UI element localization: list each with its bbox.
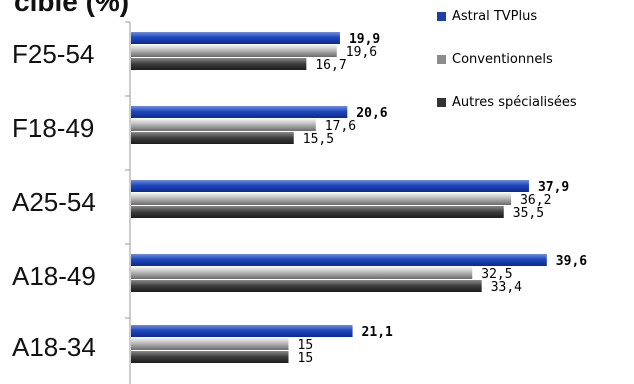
bar-A18-49-series-0 [131,254,547,266]
data-label-F18-49-series-0: 20,6 [356,106,387,121]
category-label-F25-54: F25-54 [12,39,94,69]
category-label-A18-34: A18-34 [12,332,96,362]
data-label-A18-49-series-0: 39,6 [556,254,587,269]
bar-F18-49-series-0 [131,106,348,118]
data-label-A18-49-series-1: 32,5 [481,267,512,282]
legend-item-autres: Autres spécialisées [437,94,577,110]
category-label-A18-49: A18-49 [12,261,96,291]
bar-A18-34-series-1 [131,338,289,350]
data-label-F25-54-series-0: 19,9 [349,32,380,47]
data-label-A25-54-series-0: 37,9 [538,180,569,195]
data-label-A18-34-series-0: 21,1 [362,325,393,340]
category-label-F18-49: F18-49 [12,113,94,143]
bar-A25-54-series-1 [131,193,512,205]
chart-title: cible (%) [14,0,130,17]
data-label-F25-54-series-2: 16,7 [315,58,346,73]
bar-F18-49-series-2 [131,132,294,144]
bar-F25-54-series-2 [131,58,307,70]
legend-swatch-autres [437,97,446,107]
legend-label-conventionnels: Conventionnels [452,51,553,67]
bar-A18-34-series-0 [131,325,353,337]
bar-F18-49-series-1 [131,119,316,131]
data-label-A18-34-series-1: 15 [298,338,314,353]
legend-label-autres: Autres spécialisées [452,94,577,110]
bar-A25-54-series-2 [131,206,504,218]
bar-A25-54-series-0 [131,180,529,192]
legend-swatch-conventionnels [437,54,446,64]
data-label-A25-54-series-2: 35,5 [513,206,544,221]
legend-label-astral: Astral TVPlus [452,8,538,24]
category-label-A25-54: A25-54 [12,187,96,217]
bar-A18-34-series-2 [131,351,289,363]
data-label-F18-49-series-2: 15,5 [303,132,334,147]
data-label-F18-49-series-1: 17,6 [325,119,356,134]
bar-A18-49-series-1 [131,267,473,279]
legend-item-conventionnels: Conventionnels [437,51,553,67]
legend-swatch-astral [437,11,446,21]
bar-F25-54-series-1 [131,45,337,57]
bar-A18-49-series-2 [131,280,482,292]
bar-F25-54-series-0 [131,32,340,44]
data-label-A18-49-series-2: 33,4 [491,280,522,295]
data-label-A18-34-series-2: 15 [298,351,314,366]
data-label-F25-54-series-1: 19,6 [346,45,377,60]
legend-item-astral: Astral TVPlus [437,8,537,24]
data-label-A25-54-series-1: 36,2 [520,193,551,208]
